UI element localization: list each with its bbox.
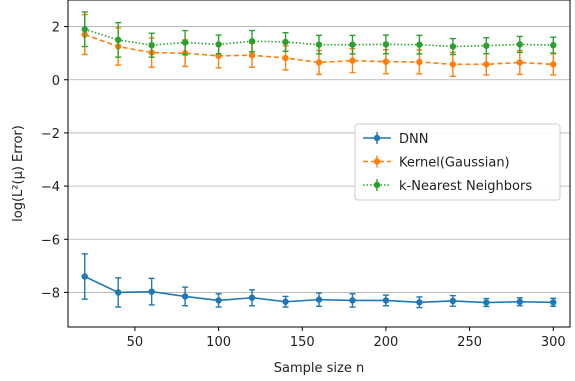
point-1-12 xyxy=(483,61,490,68)
point-1-11 xyxy=(449,61,457,68)
point-0-10 xyxy=(416,299,423,306)
point-0-11 xyxy=(449,297,457,305)
x-tick-label-5: 300 xyxy=(541,335,566,350)
x-axis-label: Sample size n xyxy=(274,361,364,376)
legend: DNN Kernel(Gaussian) k-Nearest Neighbors xyxy=(354,123,561,201)
x-axis-ticks: 50 100 150 200 250 300 xyxy=(127,327,566,350)
legend-box xyxy=(354,123,561,201)
plot-frame xyxy=(67,0,571,328)
legend-label-2: k-Nearest Neighbors xyxy=(399,179,532,194)
point-0-12 xyxy=(483,299,490,306)
point-2-1 xyxy=(115,36,122,44)
x-tick-label-3: 200 xyxy=(374,335,399,350)
point-0-3 xyxy=(181,293,189,300)
y-tick-label-3: −2 xyxy=(41,127,60,142)
y-tick-label-1: −6 xyxy=(41,233,60,248)
point-1-14 xyxy=(550,61,557,68)
legend-label-1: Kernel(Gaussian) xyxy=(399,156,510,171)
point-1-8 xyxy=(349,57,356,64)
point-0-9 xyxy=(382,297,390,304)
point-0-5 xyxy=(248,294,256,301)
point-2-3 xyxy=(181,39,189,46)
legend-swatch-marker-2 xyxy=(373,181,381,189)
legend-label-0: DNN xyxy=(399,132,428,147)
point-2-13 xyxy=(516,41,523,48)
point-2-7 xyxy=(315,41,323,48)
point-2-5 xyxy=(248,38,256,45)
legend-swatch-marker-1 xyxy=(373,158,381,165)
point-2-2 xyxy=(148,41,155,49)
point-0-1 xyxy=(115,289,122,296)
point-1-6 xyxy=(282,54,289,62)
point-2-10 xyxy=(416,41,423,48)
point-0-8 xyxy=(349,297,356,304)
series-2 xyxy=(81,11,557,58)
point-2-11 xyxy=(449,43,457,50)
point-0-14 xyxy=(550,299,557,306)
x-tick-label-2: 150 xyxy=(290,335,315,350)
point-1-7 xyxy=(315,59,323,66)
series-layer xyxy=(81,11,557,309)
series-line-1 xyxy=(84,33,554,66)
y-tick-label-0: −8 xyxy=(41,286,60,301)
point-1-9 xyxy=(382,58,390,65)
series-line-2 xyxy=(84,28,554,48)
point-2-6 xyxy=(282,38,289,46)
point-2-0 xyxy=(81,26,88,33)
point-2-8 xyxy=(349,41,356,48)
point-2-9 xyxy=(382,41,390,48)
y-tick-label-5: 2 xyxy=(52,21,60,36)
legend-swatch-marker-0 xyxy=(373,134,381,142)
y-tick-label-4: 0 xyxy=(52,74,60,89)
x-tick-label-4: 250 xyxy=(457,335,482,350)
point-1-5 xyxy=(248,52,256,59)
point-0-7 xyxy=(315,296,323,303)
point-0-6 xyxy=(282,298,289,305)
x-tick-label-0: 50 xyxy=(127,335,144,350)
point-0-2 xyxy=(148,288,155,295)
point-2-12 xyxy=(483,42,490,49)
point-1-13 xyxy=(516,59,523,66)
point-0-13 xyxy=(516,298,523,305)
point-1-10 xyxy=(416,58,423,66)
y-tick-label-2: −4 xyxy=(41,180,60,195)
y-axis-ticks: −8 −6 −4 −2 0 2 xyxy=(41,21,68,301)
point-2-4 xyxy=(215,41,222,48)
point-0-4 xyxy=(215,297,222,304)
point-2-14 xyxy=(550,41,557,49)
series-0 xyxy=(81,253,557,309)
y-axis-label: log(L²(μ) Error) xyxy=(11,125,26,222)
x-tick-label-1: 100 xyxy=(206,335,231,350)
point-0-0 xyxy=(81,273,88,280)
